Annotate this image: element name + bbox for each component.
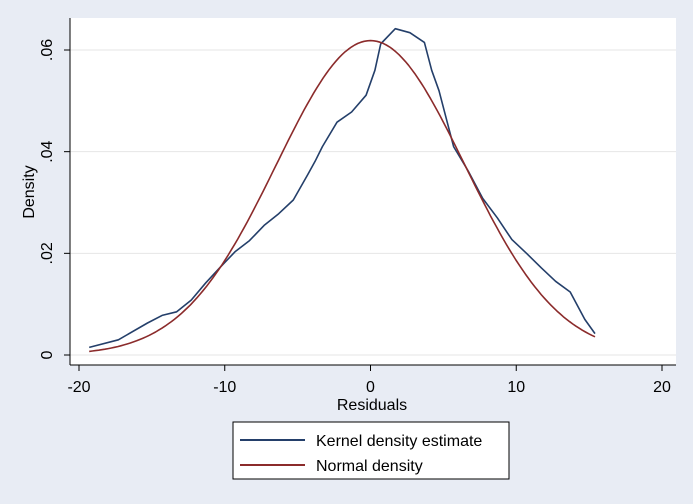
y-tick-label: .02 (39, 242, 56, 264)
legend-label-normal: Normal density (316, 458, 423, 475)
x-tick-label: 10 (507, 379, 525, 396)
y-tick-label: .04 (39, 140, 56, 162)
grid-lines (70, 49, 676, 356)
series-layer (88, 27, 596, 353)
legend: Kernel density estimate Normal density (232, 421, 510, 480)
y-tick-label: .06 (39, 39, 56, 61)
axes: -20 -10 0 10 20 0 .02 .04 .06 (39, 18, 676, 396)
normal-density-line (89, 39, 596, 353)
x-tick-label: -10 (213, 379, 236, 396)
x-tick-label: -20 (67, 379, 90, 396)
legend-box (232, 421, 510, 480)
y-tick-label: 0 (39, 350, 56, 359)
plot-area (70, 18, 676, 365)
x-tick-label: 0 (366, 379, 375, 396)
y-axis-title: Density (21, 165, 38, 218)
legend-label-kernel: Kernel density estimate (316, 433, 482, 450)
x-tick-label: 20 (653, 379, 671, 396)
x-axis-title: Residuals (337, 397, 407, 414)
kernel-density-line (88, 27, 596, 349)
